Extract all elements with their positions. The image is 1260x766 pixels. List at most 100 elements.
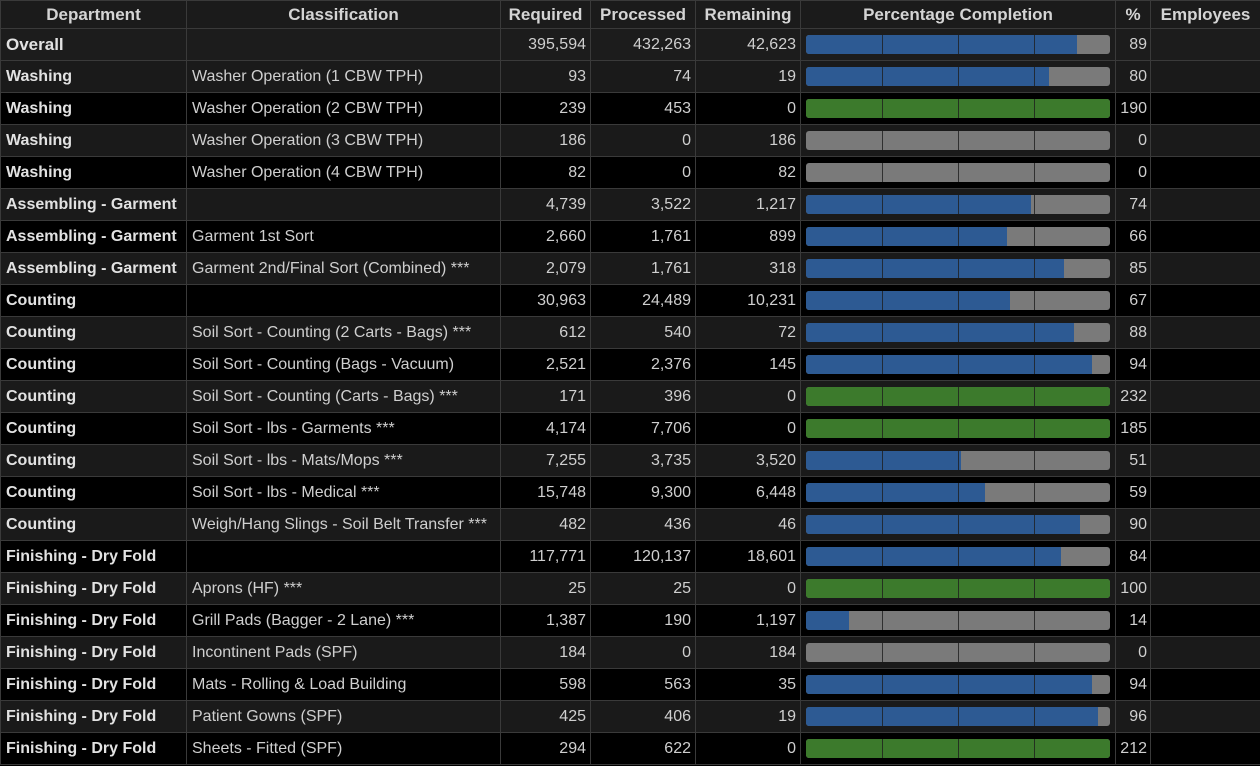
employees-cell <box>1150 572 1260 605</box>
classification-cell <box>186 28 501 61</box>
progress-gridline <box>882 163 883 182</box>
classification-cell <box>186 284 501 317</box>
progress-gridline <box>882 323 883 342</box>
table-row[interactable]: Washing Washer Operation (2 CBW TPH) 239 45… <box>0 92 1260 125</box>
remaining-cell: 318 <box>695 252 801 285</box>
completion-bar-cell <box>800 316 1116 349</box>
percent-cell: 212 <box>1115 732 1151 765</box>
required-cell: 2,521 <box>500 348 591 381</box>
employees-cell <box>1150 316 1260 349</box>
progress-gridline <box>958 163 959 182</box>
table-row[interactable]: Finishing - Dry Fold Grill Pads (Bagger -… <box>0 604 1260 637</box>
progress-gridline <box>1034 419 1035 438</box>
remaining-cell: 186 <box>695 124 801 157</box>
completion-bar-cell <box>800 220 1116 253</box>
header-employees[interactable]: Employees <box>1150 0 1260 29</box>
progress-gridline <box>1034 739 1035 758</box>
group-summary-row[interactable]: Assembling - Garment 4,739 3,522 1,217 74 <box>0 188 1260 221</box>
completion-progress-fill <box>806 323 1074 342</box>
completion-progress-bar <box>806 739 1110 758</box>
progress-gridline <box>1034 643 1035 662</box>
progress-gridline <box>882 387 883 406</box>
employees-cell <box>1150 60 1260 93</box>
employees-cell <box>1150 284 1260 317</box>
required-cell: 1,387 <box>500 604 591 637</box>
processed-cell: 190 <box>590 604 696 637</box>
progress-gridline <box>882 739 883 758</box>
table-row[interactable]: Washing Washer Operation (4 CBW TPH) 82 0 82… <box>0 156 1260 189</box>
completion-progress-fill <box>806 547 1062 566</box>
overall-row[interactable]: Overall 395,594 432,263 42,623 89 <box>0 28 1260 61</box>
classification-cell: Soil Sort - lbs - Garments *** <box>186 412 501 445</box>
completion-progress-bar <box>806 355 1110 374</box>
progress-gridline <box>882 483 883 502</box>
table-row[interactable]: Counting Soil Sort - lbs - Medical *** 15,… <box>0 476 1260 509</box>
table-row[interactable]: Counting Soil Sort - Counting (Carts - Ba… <box>0 380 1260 413</box>
group-summary-row[interactable]: Counting 30,963 24,489 10,231 67 <box>0 284 1260 317</box>
header-classification[interactable]: Classification <box>186 0 501 29</box>
progress-gridline <box>958 99 959 118</box>
table-row[interactable]: Counting Weigh/Hang Slings - Soil Belt Tr… <box>0 508 1260 541</box>
progress-gridline <box>958 579 959 598</box>
table-row[interactable]: Washing Washer Operation (3 CBW TPH) 186 0 1… <box>0 124 1260 157</box>
progress-gridline <box>1034 355 1035 374</box>
progress-gridline <box>882 131 883 150</box>
processed-cell: 24,489 <box>590 284 696 317</box>
completion-progress-bar <box>806 35 1110 54</box>
department-cell: Counting <box>0 284 187 317</box>
table-row[interactable]: Counting Soil Sort - Counting (Bags - Vac… <box>0 348 1260 381</box>
department-cell: Counting <box>0 444 187 477</box>
table-row[interactable]: Finishing - Dry Fold Patient Gowns (SPF) 4… <box>0 700 1260 733</box>
department-cell: Finishing - Dry Fold <box>0 604 187 637</box>
header-percentage-completion[interactable]: Percentage Completion <box>800 0 1116 29</box>
table-row[interactable]: Finishing - Dry Fold Mats - Rolling & Loa… <box>0 668 1260 701</box>
percent-cell: 14 <box>1115 604 1151 637</box>
header-required[interactable]: Required <box>500 0 591 29</box>
header-department[interactable]: Department <box>0 0 187 29</box>
progress-gridline <box>1034 611 1035 630</box>
progress-gridline <box>1034 451 1035 470</box>
progress-gridline <box>1034 579 1035 598</box>
table-row[interactable]: Washing Washer Operation (1 CBW TPH) 93 74 1… <box>0 60 1260 93</box>
table-row[interactable]: Counting Soil Sort - lbs - Mats/Mops *** 7… <box>0 444 1260 477</box>
completion-progress-bar <box>806 323 1110 342</box>
completion-bar-cell <box>800 412 1116 445</box>
department-cell: Counting <box>0 412 187 445</box>
table-row[interactable]: Assembling - Garment Garment 2nd/Final So… <box>0 252 1260 285</box>
processed-cell: 1,761 <box>590 252 696 285</box>
completion-progress-bar <box>806 163 1110 182</box>
completion-progress-fill <box>806 259 1065 278</box>
completion-bar-cell <box>800 188 1116 221</box>
completion-progress-fill <box>806 355 1092 374</box>
table-row[interactable]: Finishing - Dry Fold Sheets - Fitted (SPF… <box>0 732 1260 765</box>
classification-cell <box>186 540 501 573</box>
remaining-cell: 0 <box>695 412 801 445</box>
progress-gridline <box>958 707 959 726</box>
processed-cell: 7,706 <box>590 412 696 445</box>
classification-cell: Sheets - Fitted (SPF) <box>186 732 501 765</box>
table-row[interactable]: Assembling - Garment Garment 1st Sort 2,66… <box>0 220 1260 253</box>
remaining-cell: 0 <box>695 732 801 765</box>
percent-cell: 51 <box>1115 444 1151 477</box>
progress-gridline <box>958 195 959 214</box>
completion-progress-bar <box>806 99 1110 118</box>
table-row[interactable]: Counting Soil Sort - lbs - Garments *** 4,… <box>0 412 1260 445</box>
employees-cell <box>1150 444 1260 477</box>
group-summary-row[interactable]: Finishing - Dry Fold 117,771 120,137 18,601… <box>0 540 1260 573</box>
header-processed[interactable]: Processed <box>590 0 696 29</box>
required-cell: 4,739 <box>500 188 591 221</box>
progress-gridline <box>882 579 883 598</box>
table-row[interactable]: Counting Soil Sort - Counting (2 Carts - … <box>0 316 1260 349</box>
department-cell: Finishing - Dry Fold <box>0 572 187 605</box>
header-remaining[interactable]: Remaining <box>695 0 801 29</box>
progress-gridline <box>958 323 959 342</box>
table-row[interactable]: Finishing - Dry Fold Incontinent Pads (SP… <box>0 636 1260 669</box>
header-percent[interactable]: % <box>1115 0 1151 29</box>
table-row[interactable]: Finishing - Dry Fold Aprons (HF) *** 25 25 0… <box>0 572 1260 605</box>
progress-gridline <box>1034 483 1035 502</box>
required-cell: 7,255 <box>500 444 591 477</box>
processed-cell: 25 <box>590 572 696 605</box>
progress-gridline <box>1034 163 1035 182</box>
completion-bar-cell <box>800 668 1116 701</box>
